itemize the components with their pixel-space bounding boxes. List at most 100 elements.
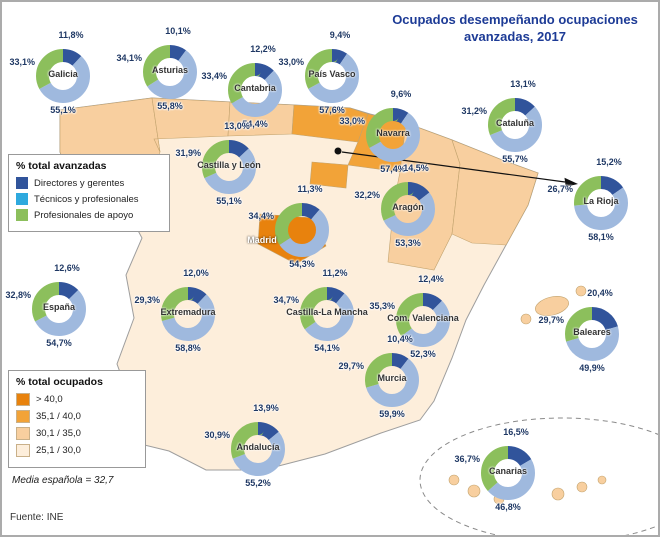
pct-tecnicos: 55,7%: [502, 154, 528, 164]
donut-chart: [300, 287, 354, 341]
map-region-cataluna: [451, 139, 539, 246]
region-label: Baleares: [573, 327, 611, 337]
region-label: Aragón: [392, 202, 424, 212]
pct-directores: 11,2%: [322, 268, 348, 278]
pct-directores: 13,1%: [510, 79, 536, 89]
region-murcia: 10,4% 29,7% Murcia 59,9%: [330, 328, 454, 432]
pct-directores: 20,4%: [587, 288, 613, 298]
legend-item: 30,1 / 35,0: [16, 427, 138, 440]
donut-chart: [481, 446, 535, 500]
pct-tecnicos: 59,9%: [379, 409, 405, 419]
region-label: Cataluña: [495, 118, 534, 128]
region-label: Asturias: [151, 65, 188, 75]
pct-directores: 9,4%: [329, 30, 351, 40]
donut-chart: [202, 140, 256, 194]
pct-directores: 12,6%: [54, 263, 80, 273]
region-cataluna: 13,1% 31,2% Cataluña 55,7%: [453, 73, 577, 177]
map-region-la-rioja: [309, 161, 349, 189]
region-valenciana: 12,4% 35,3% Com. Valenciana 52,3%: [361, 268, 485, 372]
pct-tecnicos: 54,1%: [314, 343, 340, 353]
pct-apoyo: 34,1%: [116, 53, 142, 63]
pct-apoyo: 33,0%: [278, 57, 304, 67]
pct-directores: 15,2%: [596, 157, 622, 167]
pct-apoyo: 33,4%: [201, 71, 227, 81]
pct-apoyo: 29,7%: [538, 315, 564, 325]
pct-apoyo: 30,9%: [204, 430, 230, 440]
pct-directores: 9,6%: [390, 89, 412, 99]
region-label: Cantabria: [234, 83, 276, 93]
legend-item: Técnicos y profesionales: [16, 193, 162, 205]
region-baleares: 20,4% 29,7% Baleares 49,9%: [530, 282, 654, 386]
legend-swatch: [16, 177, 28, 189]
donut-chart: [32, 282, 86, 336]
region-castilla-mancha: 11,2% 34,7% Castilla-La Mancha 54,1%: [265, 262, 389, 366]
pct-tecnicos: 53,3%: [395, 238, 421, 248]
region-aragon: 14,5% 32,2% Aragón 53,3%: [346, 157, 470, 261]
legend-item: 35,1 / 40,0: [16, 410, 138, 423]
legend-ocupados: % total ocupados > 40,0 35,1 / 40,0 30,1 /…: [8, 370, 146, 468]
map-canarias-islands: [448, 474, 607, 505]
pct-directores: 11,3%: [297, 184, 323, 194]
pct-apoyo: 36,7%: [454, 454, 480, 464]
pct-apoyo: 33,0%: [339, 116, 365, 126]
legend-item-label: Profesionales de apoyo: [34, 209, 134, 221]
legend-ocupados-items: > 40,0 35,1 / 40,0 30,1 / 35,0 25,1 / 30,0: [16, 393, 138, 457]
legend-ocupados-title: % total ocupados: [16, 376, 103, 388]
chart-title-line2: avanzadas, 2017: [464, 28, 566, 44]
region-cantabria: 12,2% 33,4% Cantabria 54,4%: [193, 38, 317, 142]
donut-chart: [36, 49, 90, 103]
pct-tecnicos: 57,4%: [380, 164, 406, 174]
pct-tecnicos: 46,8%: [495, 502, 521, 512]
legend-avanzadas-title: % total avanzadas: [16, 160, 107, 172]
pct-apoyo: 29,3%: [134, 295, 160, 305]
region-pais-vasco: 9,4% 33,0% País Vasco 57,6%: [270, 24, 394, 128]
la-rioja-pointer-arrowhead: [564, 177, 578, 187]
region-label: Navarra: [376, 128, 410, 138]
pct-tecnicos: 54,7%: [46, 338, 72, 348]
donut-chart: [574, 176, 628, 230]
pct-directores: 12,2%: [250, 44, 276, 54]
legend-avanzadas-items: Directores y gerentes Técnicos y profesio…: [16, 177, 162, 221]
region-navarra: 9,6% 33,0% Navarra 57,4%: [331, 83, 455, 187]
region-label: Madrid: [247, 235, 277, 245]
donut-chart: [228, 63, 282, 117]
legend-item-label: Directores y gerentes: [34, 177, 125, 189]
pct-directores: 11,8%: [58, 30, 84, 40]
region-label: Castilla y León: [197, 160, 261, 170]
region-label: Extremadura: [160, 307, 216, 317]
region-la-rioja: 15,2% 26,7% La Rioja 58,1%: [539, 151, 658, 255]
region-label: Com. Valenciana: [387, 313, 459, 323]
region-galicia: 11,8% 33,1% Galicia 55,1%: [2, 24, 125, 128]
pct-tecnicos: 55,1%: [50, 105, 76, 115]
pct-apoyo: 34,4%: [248, 211, 274, 221]
donut-chart: [161, 287, 215, 341]
legend-item: Profesionales de apoyo: [16, 209, 162, 221]
donut-chart: [365, 353, 419, 407]
chart-title-line1: Ocupados desempeñando ocupaciones: [392, 12, 638, 27]
legend-swatch: [16, 193, 28, 205]
pct-apoyo: 32,2%: [354, 190, 380, 200]
pct-tecnicos: 52,3%: [410, 349, 436, 359]
region-espana: 12,6% 32,8% España 54,7%: [2, 257, 121, 361]
pct-directores: 10,4%: [387, 334, 413, 344]
pct-tecnicos: 58,1%: [588, 232, 614, 242]
region-label: Murcia: [377, 373, 407, 383]
region-label: Galicia: [48, 69, 78, 79]
donut-chart: [381, 182, 435, 236]
pct-tecnicos: 55,1%: [216, 196, 242, 206]
pct-apoyo: 26,7%: [547, 184, 573, 194]
chart-title: Ocupados desempeñando ocupaciones avanza…: [378, 12, 652, 46]
legend-swatch: [16, 444, 30, 457]
legend-swatch: [16, 427, 30, 440]
pct-directores: 16,5%: [503, 427, 529, 437]
legend-swatch: [16, 393, 30, 406]
la-rioja-dot: [334, 147, 342, 155]
pct-tecnicos: 58,8%: [175, 343, 201, 353]
pct-tecnicos: 54,3%: [289, 259, 315, 269]
region-canarias: 16,5% 36,7% Canarias 46,8%: [446, 421, 570, 525]
legend-item-label: 30,1 / 35,0: [36, 428, 81, 439]
donut-chart: [305, 49, 359, 103]
region-label: Canarias: [488, 466, 528, 476]
pct-tecnicos: 49,9%: [579, 363, 605, 373]
